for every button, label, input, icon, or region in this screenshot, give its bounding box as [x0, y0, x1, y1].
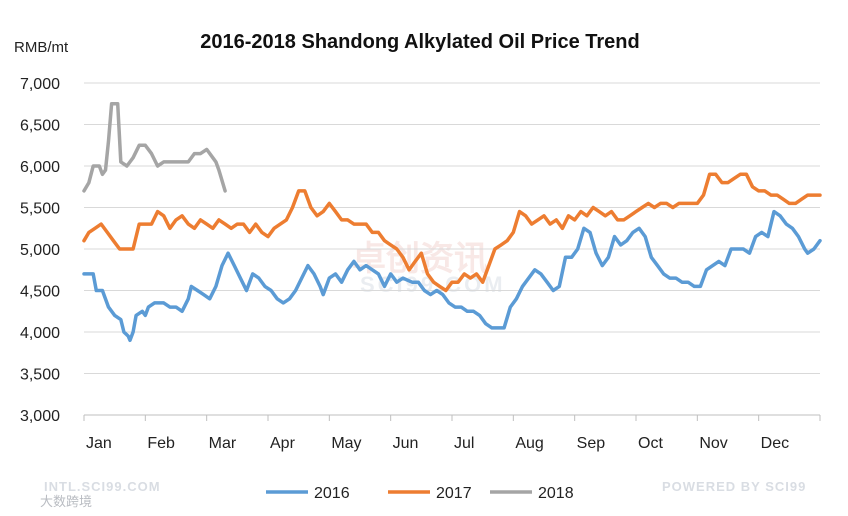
y-tick-label: 3,500	[20, 367, 60, 384]
series-line-2018	[82, 102, 227, 193]
watermark-bottom-right: POWERED BY SCI99	[662, 479, 806, 494]
x-tick-label: Jun	[393, 435, 419, 452]
y-tick-label: 6,500	[20, 118, 60, 135]
x-axis: Jan Feb Mar Apr May Jun Jul Aug Sep Oct Nov Dec	[83, 414, 821, 452]
legend-label-2016: 2016	[314, 485, 350, 502]
legend: 2016 2017 2018	[266, 485, 574, 502]
x-tick-label: Oct	[638, 435, 663, 452]
series-line-2016	[82, 209, 822, 343]
legend-label-2018: 2018	[538, 485, 574, 502]
x-tick-label: Aug	[515, 435, 543, 452]
x-tick-label: Jul	[454, 435, 474, 452]
watermark-corner-cn: 大数跨境	[40, 494, 92, 509]
x-tick-label: Jan	[86, 435, 112, 452]
y-tick-label: 4,500	[20, 284, 60, 301]
watermark-bottom-left: INTL.SCI99.COM	[44, 479, 161, 494]
chart-title: 2016-2018 Shandong Alkylated Oil Price T…	[200, 31, 639, 53]
x-tick-label: Apr	[270, 435, 296, 452]
x-tick-label: Nov	[699, 435, 727, 452]
series-line-2017	[82, 172, 822, 293]
x-tick-label: Feb	[147, 435, 175, 452]
series-lines	[82, 102, 822, 343]
y-axis-ticks: 3,000 3,500 4,000 4,500 5,000 5,500 6,000 6,500…	[20, 76, 60, 425]
legend-label-2017: 2017	[436, 485, 472, 502]
y-axis-unit: RMB/mt	[14, 39, 69, 56]
y-tick-label: 6,000	[20, 159, 60, 176]
x-tick-label: Dec	[761, 435, 789, 452]
x-tick-label: Mar	[209, 435, 237, 452]
x-tick-label: May	[331, 435, 361, 452]
y-tick-label: 5,000	[20, 242, 60, 259]
y-tick-label: 5,500	[20, 201, 60, 218]
y-tick-label: 7,000	[20, 76, 60, 93]
y-tick-label: 4,000	[20, 325, 60, 342]
gridlines	[84, 82, 820, 416]
x-tick-label: Sep	[577, 435, 606, 452]
y-tick-label: 3,000	[20, 408, 60, 425]
